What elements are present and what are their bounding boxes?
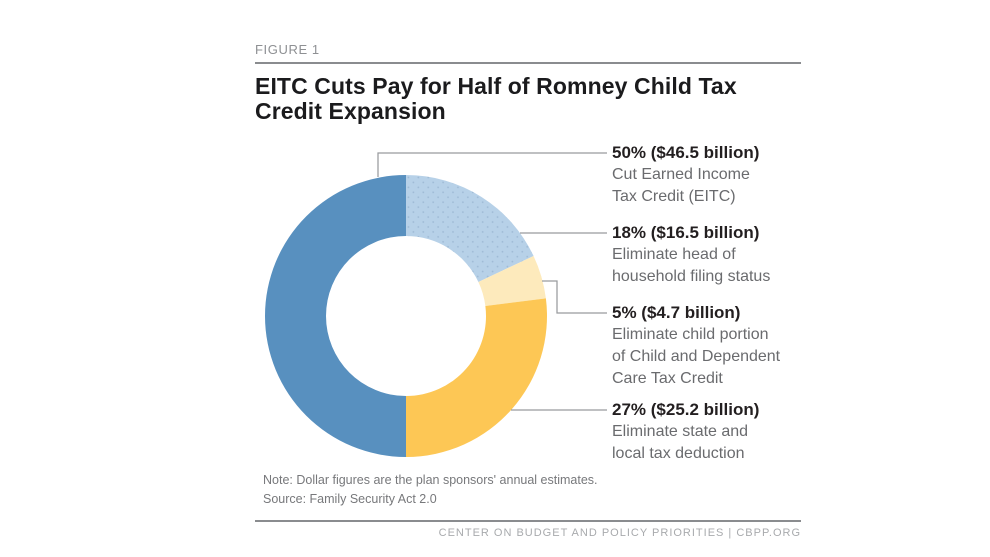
callout-desc: Cut Earned Income Tax Credit (EITC) — [612, 166, 750, 205]
donut-slice-texture-head-of-household — [406, 175, 534, 282]
leader-line-child-dependent-care — [542, 280, 607, 314]
footer-rule — [255, 520, 801, 522]
callout-desc: Eliminate child portion of Child and Dep… — [612, 326, 781, 387]
donut-slice-cut-eitc — [265, 175, 406, 457]
callout-child-dependent-care: 5% ($4.7 billion) Eliminate child portio… — [612, 302, 827, 390]
figure-label: FIGURE 1 — [255, 42, 320, 57]
donut-chart-area: 50% ($46.5 billion) Cut Earned Income Ta… — [255, 140, 801, 474]
callout-head-of-household: 18% ($16.5 billion) Eliminate head of ho… — [612, 222, 827, 288]
footer-credit: CENTER ON BUDGET AND POLICY PRIORITIES |… — [438, 527, 801, 539]
figure-title: EITC Cuts Pay for Half of Romney Child T… — [255, 73, 737, 124]
callout-headline: 50% ($46.5 billion) — [612, 143, 760, 162]
callout-desc: Eliminate head of household filing statu… — [612, 246, 771, 285]
leader-line-cut-eitc — [377, 152, 607, 177]
callout-desc: Eliminate state and local tax deduction — [612, 423, 749, 462]
callout-cut-eitc: 50% ($46.5 billion) Cut Earned Income Ta… — [612, 142, 827, 208]
donut-chart-svg — [265, 152, 607, 457]
note-text: Note: Dollar figures are the plan sponso… — [263, 473, 598, 487]
callout-state-local-tax: 27% ($25.2 billion) Eliminate state and … — [612, 399, 827, 465]
figure-header: FIGURE 1 EITC Cuts Pay for Half of Romne… — [255, 42, 801, 124]
donut-slice-state-local-tax — [406, 298, 548, 457]
callout-headline: 5% ($4.7 billion) — [612, 303, 741, 322]
figure-notes: Note: Dollar figures are the plan sponso… — [263, 471, 803, 509]
callout-headline: 27% ($25.2 billion) — [612, 400, 760, 419]
header-rule — [255, 62, 801, 64]
callout-headline: 18% ($16.5 billion) — [612, 223, 760, 242]
source-text: Source: Family Security Act 2.0 — [263, 492, 437, 506]
donut-slice-child-dependent-care — [478, 255, 546, 306]
